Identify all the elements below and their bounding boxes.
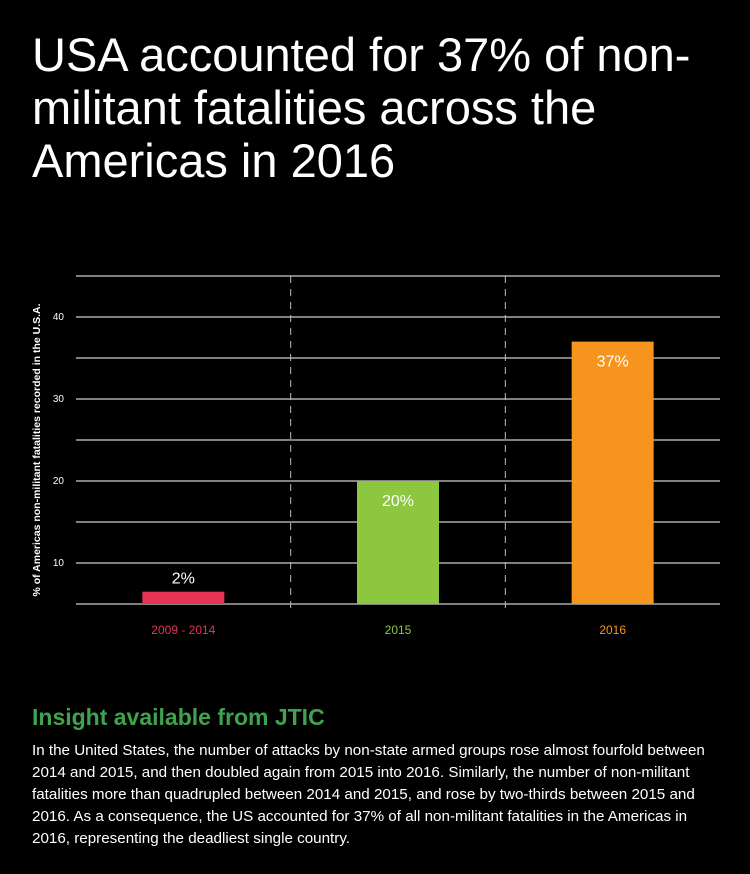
insight-heading: Insight available from JTIC [32, 704, 325, 730]
y-tick-label: 20 [53, 476, 65, 487]
y-tick-labels: 10 20 30 40 [53, 312, 65, 569]
y-axis-label: % of Americas non-militant fatalities re… [31, 303, 43, 596]
bar-data-label: 20% [382, 493, 414, 510]
x-tick-label: 2015 [385, 623, 412, 637]
y-tick-label: 30 [53, 394, 65, 405]
category-separators [290, 276, 506, 614]
bar-chart: 10 20 30 40 2% 20% 37% 2009 - 2014 2015 2016 % … [31, 275, 720, 637]
bars [142, 341, 654, 604]
bar-data-label: 2% [172, 571, 195, 588]
gridlines [76, 275, 720, 605]
y-tick-label: 40 [53, 312, 65, 323]
bar-data-label: 37% [597, 354, 629, 371]
y-tick-label: 10 [53, 558, 65, 569]
bar-data-labels: 2% 20% 37% [172, 354, 629, 588]
bar [142, 591, 225, 604]
insight-body: In the United States, the number of atta… [32, 742, 705, 847]
chart-title: USA accounted for 37% of non-militant fa… [32, 28, 691, 187]
x-tick-labels: 2009 - 2014 2015 2016 [151, 623, 626, 637]
bar [357, 481, 439, 604]
x-tick-label: 2009 - 2014 [151, 623, 215, 637]
bar [571, 341, 654, 604]
x-tick-label: 2016 [599, 623, 626, 637]
